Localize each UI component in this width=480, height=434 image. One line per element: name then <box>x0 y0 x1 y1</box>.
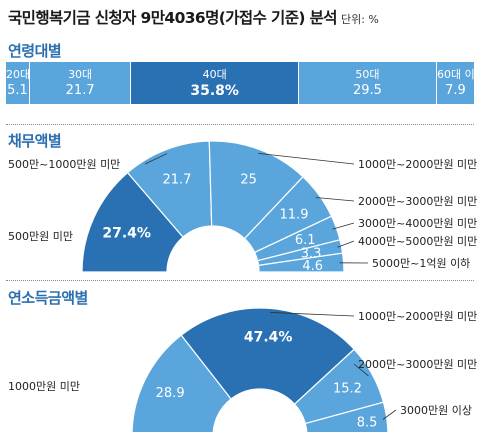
slice-value-label: 8.5 <box>357 416 378 431</box>
section-title-income: 연소득금액별 <box>8 289 88 307</box>
age-stacked-bar: 20대 5.1 30대 21.7 40대 35.8% 50대 29.5 60대 이상 7.9 <box>6 62 480 104</box>
age-category-label: 20대 <box>6 68 31 81</box>
leader-line <box>315 197 355 202</box>
pie-slice <box>257 252 345 273</box>
leader-line <box>353 363 369 377</box>
slice-value-label: 21.7 <box>162 173 191 188</box>
leader-line <box>332 222 355 230</box>
category-label: 2000만~3000만원 미만 <box>358 195 477 208</box>
category-label: 3000만~4000만원 미만 <box>358 217 477 230</box>
age-category-label: 30대 <box>68 68 93 81</box>
category-label: 1000만~2000만원 미만 <box>358 158 477 171</box>
category-label: 5000만~1억원 이하 <box>372 256 470 270</box>
age-value-label: 35.8% <box>190 83 239 99</box>
leader-line <box>144 153 168 165</box>
age-value-label: 5.1 <box>7 83 28 98</box>
slice-value-label: 11.9 <box>280 207 309 222</box>
age-bar-segment: 40대 35.8% <box>131 62 299 104</box>
age-value-label: 7.9 <box>445 83 466 98</box>
category-label: 1000만~2000만원 미만 <box>358 310 477 323</box>
category-label: 500만원 미만 <box>8 230 73 243</box>
age-bar-segment: 50대 29.5 <box>298 62 437 104</box>
age-category-label: 40대 <box>202 68 227 81</box>
leader-line <box>270 312 355 317</box>
debt-half-donut: 27.4% 500만원 미만 21.7 500만~1000만원 미만 25 1000만~2… <box>8 140 477 274</box>
section-title-age: 연령대별 <box>8 42 62 60</box>
slice-value-label: 4.6 <box>302 259 323 274</box>
slice-value-label: 25 <box>240 173 257 188</box>
leader-line <box>337 240 355 248</box>
slice-value-label: 47.4% <box>244 329 293 345</box>
category-label: 4000만~5000만원 미만 <box>358 235 477 248</box>
category-label: 500만~1000만원 미만 <box>8 158 120 171</box>
age-bar-segment: 60대 이상 7.9 <box>436 62 480 104</box>
age-value-label: 29.5 <box>352 83 382 98</box>
chart-title: 국민행복기금 신청자 9만4036명(가접수 기준) 분석 단위: % <box>8 6 379 28</box>
age-category-label: 60대 이상 <box>436 68 480 81</box>
age-bar-segment: 30대 21.7 <box>29 62 132 104</box>
unit-label: 단위: % <box>340 13 379 26</box>
slice-value-label: 15.2 <box>333 382 362 397</box>
section-title-debt: 채무액별 <box>8 132 62 150</box>
slice-value-label: 6.1 <box>295 233 316 248</box>
pie-slice <box>304 401 389 432</box>
slice-value-label: 27.4% <box>102 225 151 241</box>
pie-slice <box>180 307 355 405</box>
divider <box>6 124 474 125</box>
category-label: 3000만원 이상 <box>400 404 472 417</box>
category-label: 1000만원 미만 <box>8 380 80 393</box>
category-label: 2000만~3000만원 미만 <box>358 358 477 371</box>
divider <box>6 280 474 281</box>
title-text: 국민행복기금 신청자 9만4036명(가접수 기준) 분석 <box>8 9 338 27</box>
income-half-donut: 28.9 1000만원 미만 47.4% 1000만~2000만원 미만 15.2 200… <box>8 307 477 432</box>
age-value-label: 21.7 <box>65 83 95 98</box>
pie-slice <box>131 334 232 432</box>
age-category-label: 50대 <box>355 68 380 81</box>
leader-line <box>258 152 355 165</box>
leader-line <box>382 409 397 420</box>
slice-value-label: 28.9 <box>156 386 185 401</box>
age-bar-segment: 20대 5.1 <box>6 62 30 104</box>
